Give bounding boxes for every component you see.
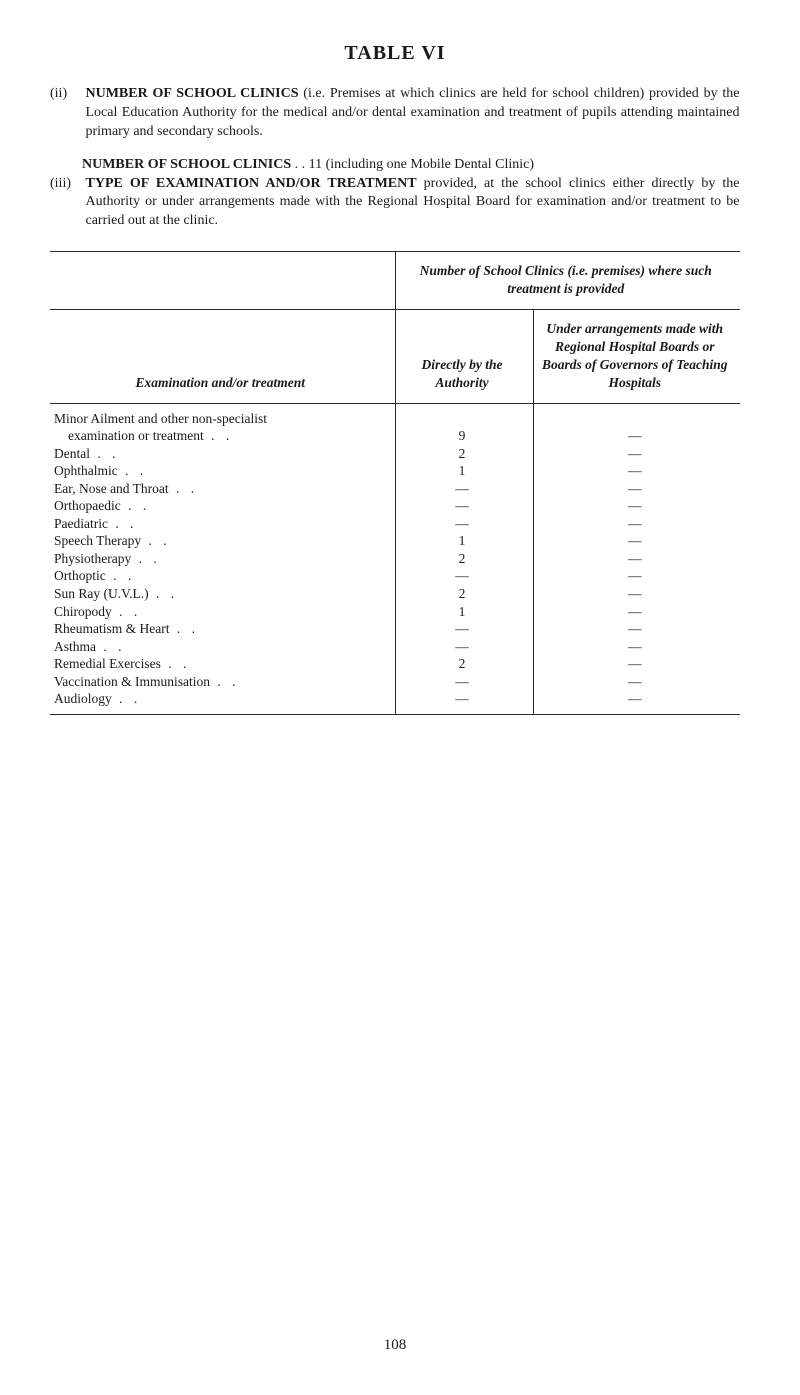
- row-direct: 2: [395, 445, 533, 463]
- table-row: Rheumatism & Heart . .——: [50, 620, 740, 638]
- row-label: Orthoptic . .: [50, 567, 395, 585]
- row-direct: 1: [395, 603, 533, 621]
- row-label: Speech Therapy . .: [50, 532, 395, 550]
- row-direct: —: [395, 480, 533, 498]
- row-arrangements: —: [533, 445, 740, 463]
- row-direct: 1: [395, 462, 533, 480]
- row-label: Asthma . .: [50, 638, 395, 656]
- table-body: Minor Ailment and other non-specialistex…: [50, 403, 740, 714]
- header-arrangements: Under arrangements made with Regional Ho…: [533, 309, 740, 403]
- table-row: Asthma . .——: [50, 638, 740, 656]
- page-title: TABLE VI: [50, 40, 740, 67]
- para-iii-pre-mid: . . 11 (including one Mobile Dental Clin…: [291, 157, 534, 172]
- para-iii-body: TYPE OF EXAMINATION AND/OR TREATMENT pro…: [86, 175, 740, 232]
- row-label: Remedial Exercises . .: [50, 655, 395, 673]
- row-arrangements: —: [533, 550, 740, 568]
- row-arrangements: —: [533, 655, 740, 673]
- row-label: Ear, Nose and Throat . .: [50, 480, 395, 498]
- row-label: Audiology . .: [50, 690, 395, 714]
- table-row: Physiotherapy . .2—: [50, 550, 740, 568]
- para-ii: (ii) NUMBER OF SCHOOL CLINICS (i.e. Prem…: [50, 85, 740, 142]
- row-arrangements: —: [533, 638, 740, 656]
- header-exam: Examination and/or treatment: [50, 309, 395, 403]
- table-row: Ear, Nose and Throat . .——: [50, 480, 740, 498]
- table-row: Minor Ailment and other non-specialist: [50, 403, 740, 427]
- table-row: examination or treatment . .9—: [50, 427, 740, 445]
- table-row: Ophthalmic . .1—: [50, 462, 740, 480]
- row-label: Physiotherapy . .: [50, 550, 395, 568]
- table-row: Sun Ray (U.V.L.) . .2—: [50, 585, 740, 603]
- row-direct: —: [395, 497, 533, 515]
- row-label: Paediatric . .: [50, 515, 395, 533]
- row-label: Minor Ailment and other non-specialist: [50, 403, 395, 427]
- para-ii-lead: NUMBER OF SCHOOL CLINICS: [86, 86, 299, 101]
- header-direct: Directly by the Authority: [395, 309, 533, 403]
- row-label: examination or treatment . .: [50, 427, 395, 445]
- row-direct: —: [395, 638, 533, 656]
- para-iii: NUMBER OF SCHOOL CLINICS . . 11 (includi…: [50, 156, 740, 232]
- table-row: Audiology . .——: [50, 690, 740, 714]
- row-label: Chiropody . .: [50, 603, 395, 621]
- row-arrangements: —: [533, 603, 740, 621]
- row-label: Rheumatism & Heart . .: [50, 620, 395, 638]
- row-direct: 1: [395, 532, 533, 550]
- table-span-header-row: Number of School Clinics (i.e. premises)…: [50, 252, 740, 309]
- table-row: Remedial Exercises . .2—: [50, 655, 740, 673]
- table-row: Speech Therapy . .1—: [50, 532, 740, 550]
- header-span: Number of School Clinics (i.e. premises)…: [395, 252, 740, 309]
- table-header-row: Examination and/or treatment Directly by…: [50, 309, 740, 403]
- para-iii-preline: NUMBER OF SCHOOL CLINICS . . 11 (includi…: [82, 156, 740, 175]
- table-row: Paediatric . .——: [50, 515, 740, 533]
- row-arrangements: —: [533, 497, 740, 515]
- row-arrangements: —: [533, 427, 740, 445]
- row-label: Ophthalmic . .: [50, 462, 395, 480]
- row-direct: 2: [395, 655, 533, 673]
- row-arrangements: —: [533, 690, 740, 714]
- para-ii-label: (ii): [50, 85, 82, 104]
- row-arrangements: [533, 403, 740, 427]
- row-arrangements: —: [533, 480, 740, 498]
- para-ii-body: NUMBER OF SCHOOL CLINICS (i.e. Premises …: [86, 85, 740, 142]
- row-label: Sun Ray (U.V.L.) . .: [50, 585, 395, 603]
- row-direct: 2: [395, 585, 533, 603]
- row-label: Orthopaedic . .: [50, 497, 395, 515]
- row-direct: 9: [395, 427, 533, 445]
- para-iii-lead: TYPE OF EXAMINATION AND/OR TREATMENT: [86, 176, 417, 191]
- para-iii-pre-lead: NUMBER OF SCHOOL CLINICS: [82, 157, 291, 172]
- row-direct: —: [395, 567, 533, 585]
- row-arrangements: —: [533, 620, 740, 638]
- table-row: Orthoptic . .——: [50, 567, 740, 585]
- para-iii-label: (iii): [50, 175, 82, 194]
- header-empty: [50, 252, 395, 309]
- row-arrangements: —: [533, 462, 740, 480]
- table-row: Chiropody . .1—: [50, 603, 740, 621]
- row-arrangements: —: [533, 585, 740, 603]
- row-arrangements: —: [533, 673, 740, 691]
- table-row: Orthopaedic . .——: [50, 497, 740, 515]
- table-row: Vaccination & Immunisation . .——: [50, 673, 740, 691]
- table-row: Dental . .2—: [50, 445, 740, 463]
- row-direct: 2: [395, 550, 533, 568]
- clinics-table: Number of School Clinics (i.e. premises)…: [50, 252, 740, 715]
- row-direct: —: [395, 690, 533, 714]
- row-direct: —: [395, 620, 533, 638]
- row-arrangements: —: [533, 515, 740, 533]
- table-container: Number of School Clinics (i.e. premises)…: [50, 251, 740, 715]
- row-direct: [395, 403, 533, 427]
- row-arrangements: —: [533, 532, 740, 550]
- row-label: Vaccination & Immunisation . .: [50, 673, 395, 691]
- row-direct: —: [395, 515, 533, 533]
- row-direct: —: [395, 673, 533, 691]
- row-label: Dental . .: [50, 445, 395, 463]
- page-number: 108: [50, 1335, 740, 1355]
- row-arrangements: —: [533, 567, 740, 585]
